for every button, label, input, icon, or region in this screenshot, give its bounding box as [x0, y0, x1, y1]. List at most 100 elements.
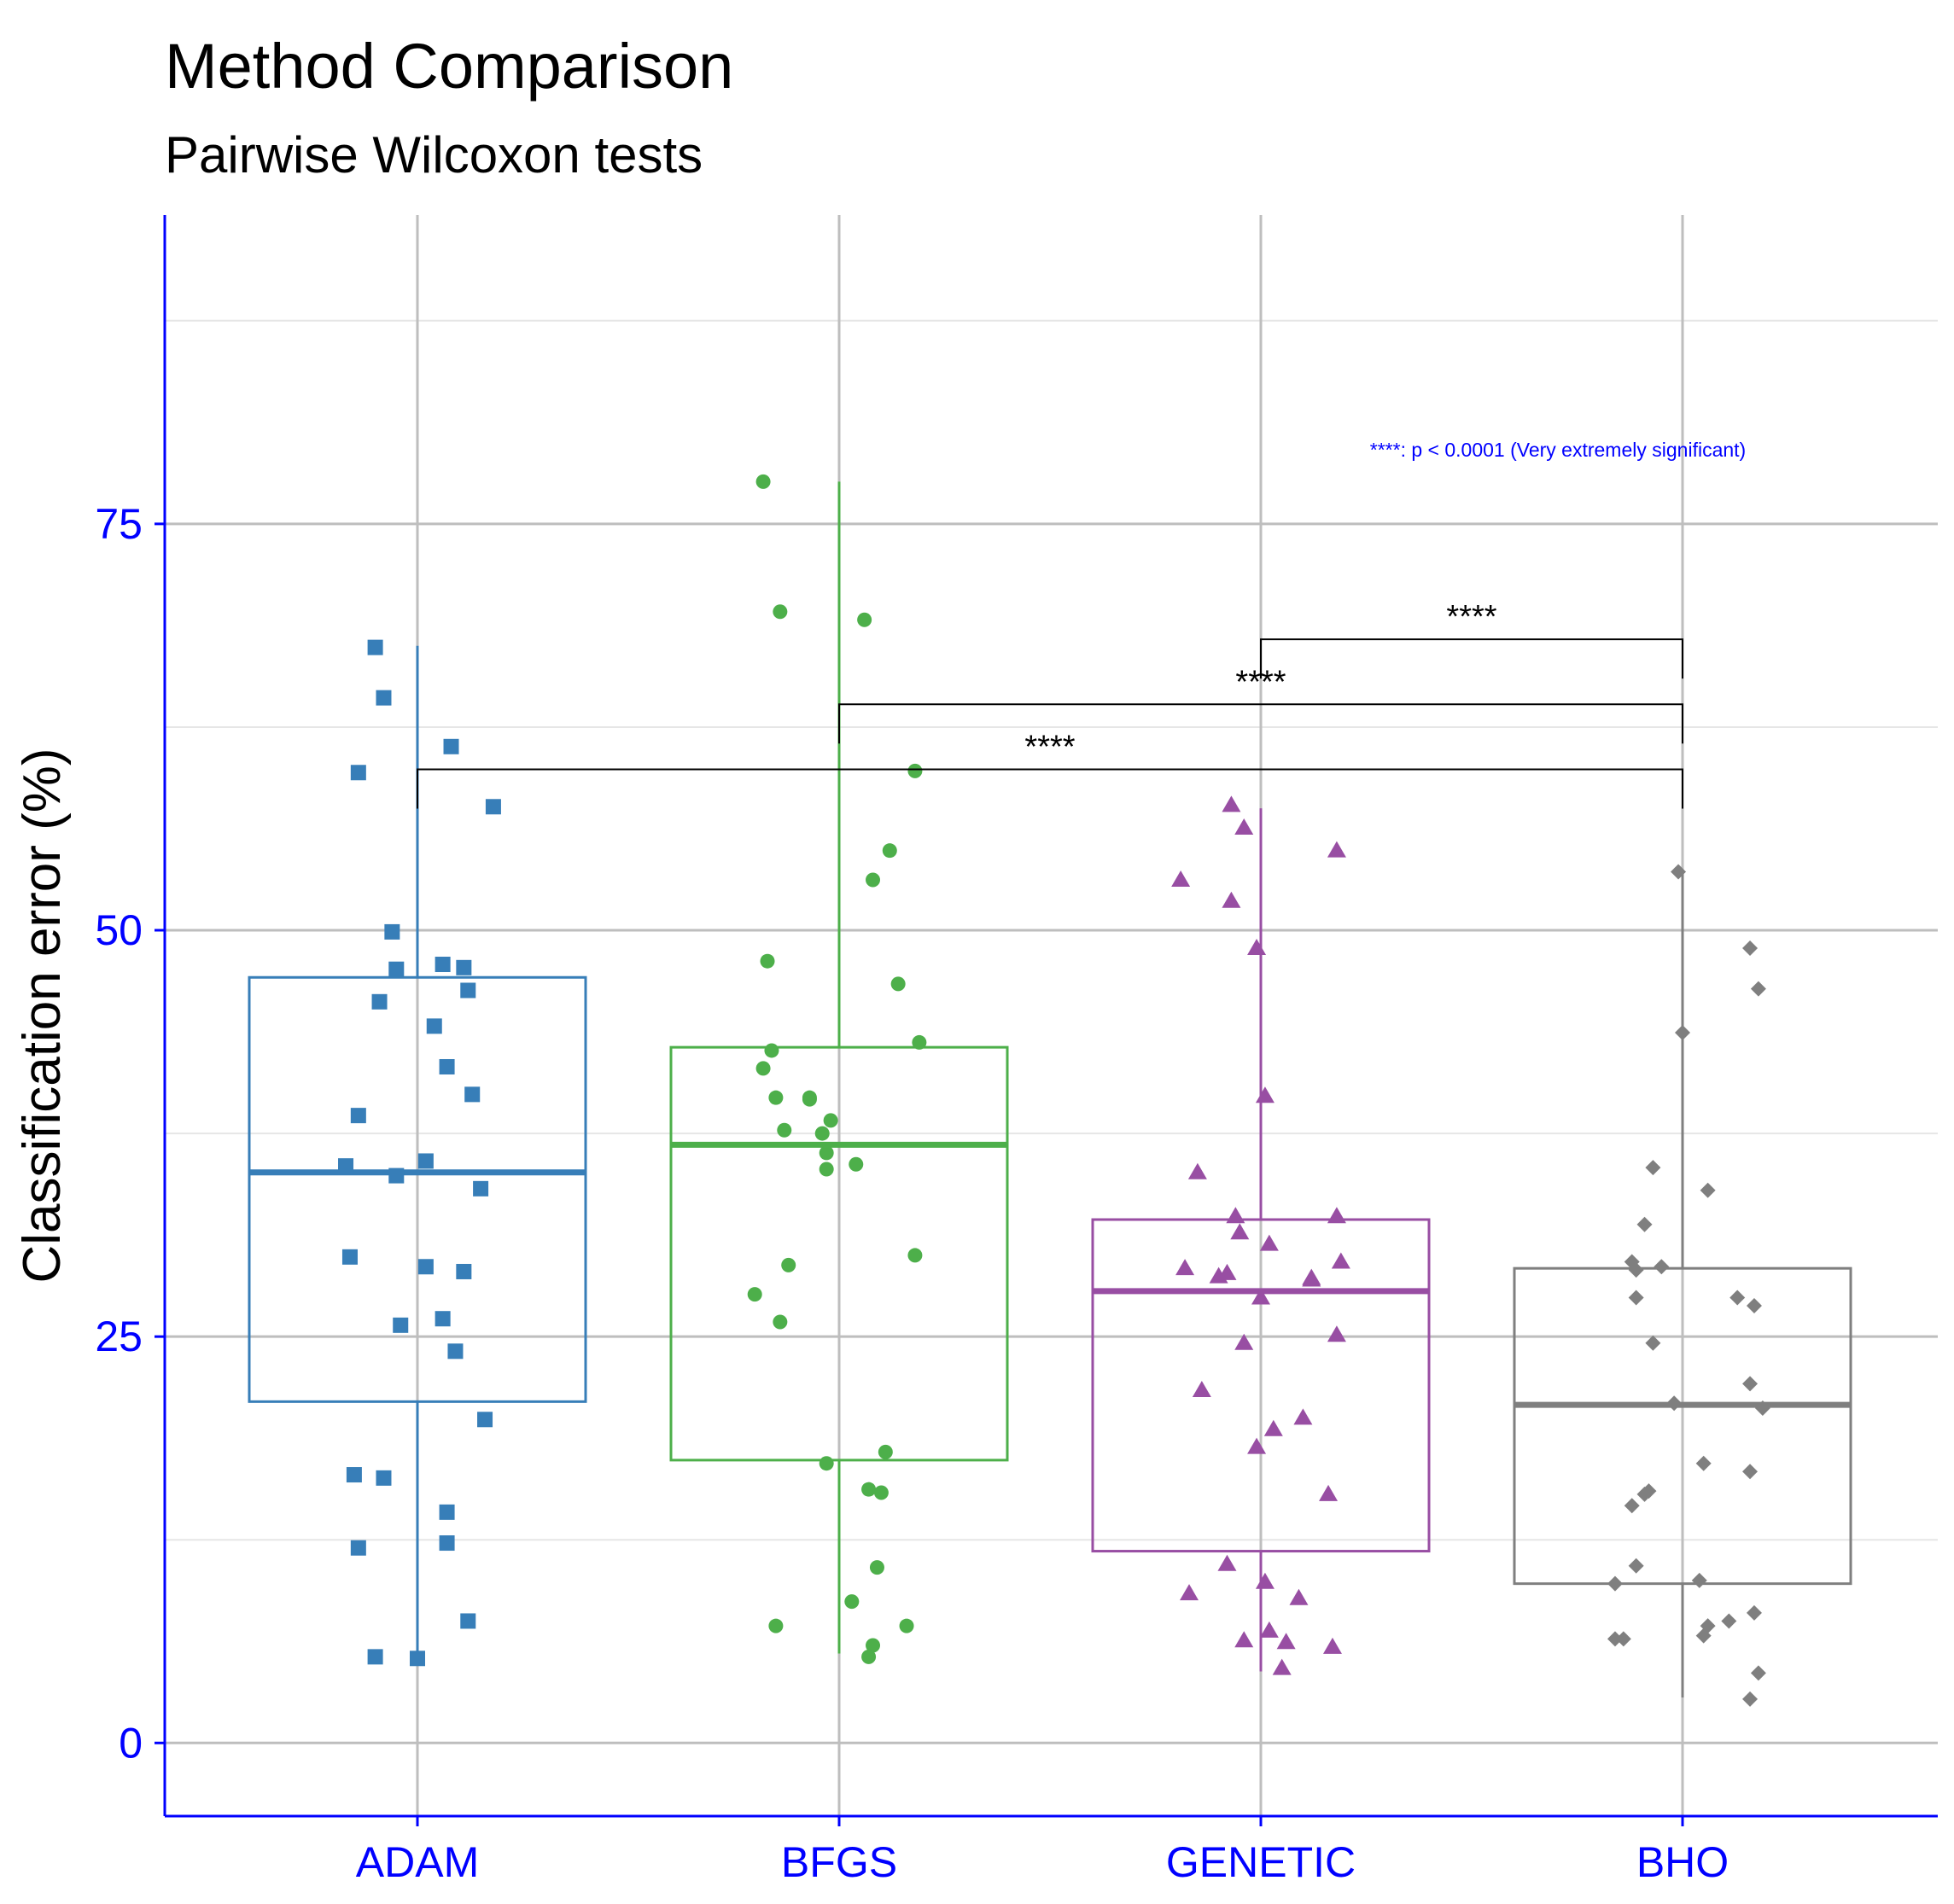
y-tick-label: 50 [95, 906, 143, 954]
bfgs-point [866, 1638, 881, 1653]
bho-point [1636, 1216, 1653, 1232]
adam-point [367, 639, 383, 655]
genetic-point [1327, 1325, 1346, 1342]
significance-note: ****: p < 0.0001 (Very extremely signifi… [1370, 439, 1746, 461]
adam-point [443, 738, 459, 754]
genetic-point [1217, 1554, 1237, 1571]
genetic-point [1289, 1588, 1309, 1605]
genetic-point [1263, 1419, 1283, 1436]
comparison-label: **** [1446, 599, 1496, 635]
adam-point [338, 1158, 354, 1174]
adam-point [439, 1535, 455, 1552]
x-tick-label: BHO [1636, 1838, 1729, 1886]
bho-point [1750, 981, 1766, 997]
bho-point [1691, 1572, 1707, 1588]
genetic-point [1234, 818, 1254, 836]
bfgs-point [747, 1287, 762, 1302]
axes: 0 25 50 75 ADAM BFGS GENETIC BHO [95, 215, 1938, 1886]
bho-point [1666, 1395, 1683, 1412]
bho-point [1746, 1297, 1762, 1313]
adam-point [350, 1108, 366, 1124]
bho-point [1675, 1024, 1690, 1040]
bfgs-point [819, 1162, 834, 1177]
bfgs-point [907, 1248, 923, 1263]
adam-point [426, 1018, 442, 1034]
adam-point [417, 1153, 434, 1169]
bfgs-point [899, 1618, 914, 1633]
adam-point [439, 1058, 455, 1074]
genetic-point [1234, 1333, 1254, 1350]
bfgs-point [773, 1314, 788, 1330]
bho-point [1695, 1627, 1712, 1644]
bfgs-point [755, 1061, 771, 1076]
genetic-box [1091, 1218, 1431, 1553]
genetic-point [1234, 1631, 1254, 1648]
adam-point [435, 957, 451, 973]
boxplots [248, 481, 1852, 1697]
bho-point [1628, 1262, 1644, 1278]
genetic-point [1276, 1633, 1296, 1650]
bho-point [1721, 1613, 1737, 1629]
adam-point [393, 1317, 409, 1333]
bho-point [1729, 1290, 1746, 1306]
bho-point [1645, 1335, 1661, 1351]
genetic-point [1319, 1484, 1339, 1501]
y-tick-label: 25 [95, 1313, 143, 1360]
bho-point [1742, 1464, 1759, 1480]
adam-point [410, 1651, 425, 1667]
genetic-point [1255, 1572, 1274, 1589]
adam-point [460, 1613, 476, 1629]
bfgs-point [866, 872, 881, 888]
bfgs-point [768, 1618, 784, 1633]
adam-point [350, 765, 366, 781]
bfgs-point [764, 1043, 779, 1058]
bfgs-point [890, 976, 906, 992]
bfgs-point [912, 1034, 927, 1050]
comparison-label: **** [1024, 729, 1075, 765]
genetic-point [1187, 1162, 1207, 1179]
genetic-point [1272, 1658, 1292, 1675]
adam-point [460, 982, 476, 999]
bho-point [1746, 1604, 1762, 1621]
bho-point [1742, 1691, 1759, 1707]
adam-point [341, 1249, 358, 1265]
genetic-point [1322, 1637, 1342, 1654]
bho-point [1607, 1575, 1623, 1592]
bfgs-point [781, 1257, 796, 1272]
comparison-bracket [838, 703, 1683, 744]
bho-point [1628, 1558, 1644, 1574]
bfgs-point [857, 612, 872, 627]
adam-point [439, 1504, 455, 1520]
bfgs-point [882, 843, 897, 859]
bho-point [1742, 1376, 1759, 1392]
x-tick-label: BFGS [781, 1838, 897, 1886]
genetic-point [1255, 1086, 1274, 1103]
genetic-point [1247, 938, 1267, 955]
bho-box [1513, 1266, 1852, 1586]
data-points [338, 474, 1770, 1707]
adam-point [417, 1259, 434, 1275]
genetic-point [1293, 1408, 1313, 1425]
bho-point [1636, 1486, 1653, 1502]
adam-point [456, 959, 472, 975]
genetic-point [1247, 1437, 1267, 1454]
adam-point [473, 1180, 489, 1197]
bho-point [1671, 864, 1687, 880]
bho-point [1645, 1160, 1661, 1176]
genetic-point [1222, 891, 1241, 908]
adam-point [485, 799, 501, 815]
bfgs-point [819, 1456, 834, 1471]
bfgs-point [849, 1156, 864, 1172]
bfgs-point [819, 1145, 834, 1161]
significance-brackets: ************ [417, 599, 1683, 809]
chart-title: Method Comparison [165, 31, 733, 102]
genetic-point [1171, 870, 1191, 887]
comparison-bracket [417, 768, 1683, 809]
genetic-point [1302, 1270, 1321, 1287]
bfgs-point [777, 1122, 792, 1138]
bfgs-point [823, 1113, 838, 1128]
bho-point [1742, 940, 1759, 956]
adam-point [388, 1167, 405, 1184]
bfgs-point [814, 1126, 830, 1141]
chart-subtitle: Pairwise Wilcoxon tests [165, 126, 703, 183]
